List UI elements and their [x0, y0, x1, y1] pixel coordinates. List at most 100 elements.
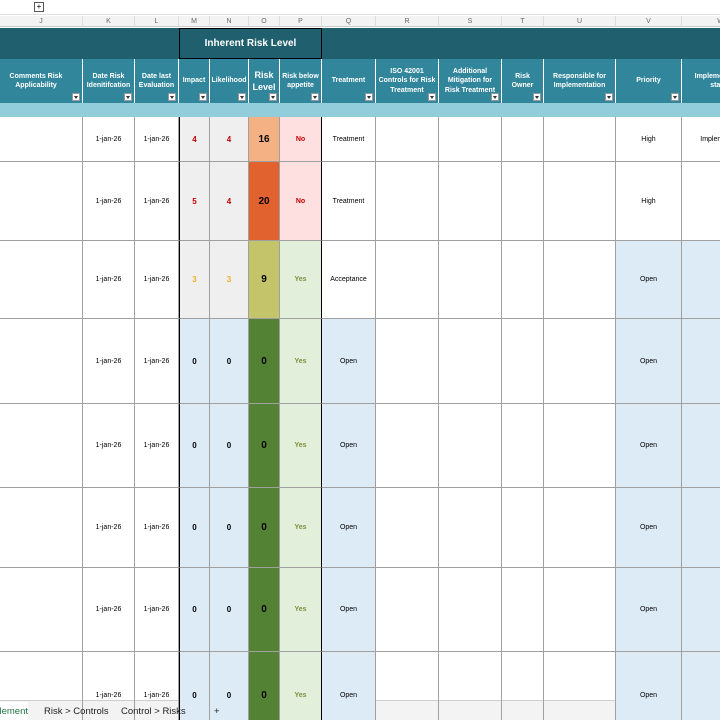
cell	[502, 319, 544, 404]
cell	[682, 162, 720, 241]
cell: 4	[210, 162, 249, 241]
cell	[0, 652, 83, 720]
cell: Open	[322, 568, 376, 652]
filter-button[interactable]	[311, 93, 319, 101]
filter-button[interactable]	[671, 93, 679, 101]
cell	[376, 162, 439, 241]
cell	[502, 404, 544, 488]
cell	[682, 404, 720, 488]
column-header: ISO 42001 Controls for Risk Treatment	[376, 59, 439, 103]
cell	[376, 404, 439, 488]
cell: 0	[249, 652, 280, 720]
toolbar	[0, 0, 720, 15]
cell	[439, 319, 502, 404]
cell: Yes	[280, 319, 322, 404]
filter-button[interactable]	[365, 93, 373, 101]
cell: 1-jan-26	[135, 162, 179, 241]
column-letter: W	[682, 16, 720, 27]
cell: 1-jan-26	[135, 319, 179, 404]
cell: 4	[179, 117, 210, 162]
column-letter: R	[376, 16, 439, 27]
column-letter: U	[544, 16, 616, 27]
cell: Open	[616, 319, 682, 404]
filter-button[interactable]	[428, 93, 436, 101]
filter-button[interactable]	[168, 93, 176, 101]
cell: 1-jan-26	[83, 162, 135, 241]
cell: 16	[249, 117, 280, 162]
sheet-tab[interactable]: Control > Risks	[121, 705, 186, 717]
column-letter: S	[439, 16, 502, 27]
filter-button[interactable]	[269, 93, 277, 101]
filter-button[interactable]	[491, 93, 499, 101]
filter-button[interactable]	[238, 93, 246, 101]
cell: No	[280, 117, 322, 162]
cell: Implemented	[682, 117, 720, 162]
cell	[682, 241, 720, 319]
cell	[502, 117, 544, 162]
cell	[544, 117, 616, 162]
cell: 4	[210, 117, 249, 162]
filter-button[interactable]	[72, 93, 80, 101]
cell: Yes	[280, 241, 322, 319]
cell	[682, 652, 720, 720]
column-letter: O	[249, 16, 280, 27]
header-band	[0, 28, 720, 59]
cell: 0	[249, 568, 280, 652]
cell	[376, 319, 439, 404]
cell: Yes	[280, 488, 322, 568]
cell: Open	[322, 404, 376, 488]
cell	[0, 241, 83, 319]
filter-button[interactable]	[605, 93, 613, 101]
filter-button[interactable]	[533, 93, 541, 101]
sheet-tab[interactable]: Risk > Controls	[44, 705, 109, 717]
cell: 0	[210, 568, 249, 652]
column-letter: N	[210, 16, 249, 27]
column-letter: P	[280, 16, 322, 27]
cell: 0	[179, 568, 210, 652]
cell	[0, 488, 83, 568]
cell	[682, 319, 720, 404]
cell: 0	[249, 488, 280, 568]
cell: Treatment	[322, 162, 376, 241]
sheet-tab[interactable]: +	[214, 705, 220, 717]
cell	[439, 241, 502, 319]
cell	[376, 117, 439, 162]
cell: 0	[210, 652, 249, 720]
column-letter: V	[616, 16, 682, 27]
cell	[544, 162, 616, 241]
expand-icon[interactable]: +	[34, 2, 44, 12]
cell: Yes	[280, 404, 322, 488]
cell: 1-jan-26	[135, 117, 179, 162]
cell	[0, 568, 83, 652]
sheet-tab[interactable]: Implement	[0, 702, 28, 720]
cell: 1-jan-26	[83, 241, 135, 319]
column-header: Comments Risk Applicability	[0, 59, 83, 103]
column-header: Risk Owner	[502, 59, 544, 103]
cell: 9	[249, 241, 280, 319]
cell: 1-jan-26	[135, 241, 179, 319]
cell: High	[616, 162, 682, 241]
cell: 1-jan-26	[83, 404, 135, 488]
column-letter: Q	[322, 16, 376, 27]
cell: No	[280, 162, 322, 241]
filter-button[interactable]	[124, 93, 132, 101]
filter-button[interactable]	[199, 93, 207, 101]
cell: Open	[616, 568, 682, 652]
cell: 1-jan-26	[83, 568, 135, 652]
cell	[502, 162, 544, 241]
cell	[439, 488, 502, 568]
cell	[439, 162, 502, 241]
cell: Acceptance	[322, 241, 376, 319]
cell: 1-jan-26	[135, 652, 179, 720]
cell: Open	[322, 488, 376, 568]
cell: 5	[179, 162, 210, 241]
cell: Open	[616, 652, 682, 720]
cell: 0	[179, 319, 210, 404]
cell: Open	[322, 652, 376, 720]
cell	[376, 488, 439, 568]
column-header: Date Risk Idenitifcation	[83, 59, 135, 103]
cell	[544, 319, 616, 404]
cell	[502, 488, 544, 568]
cell: 0	[179, 488, 210, 568]
